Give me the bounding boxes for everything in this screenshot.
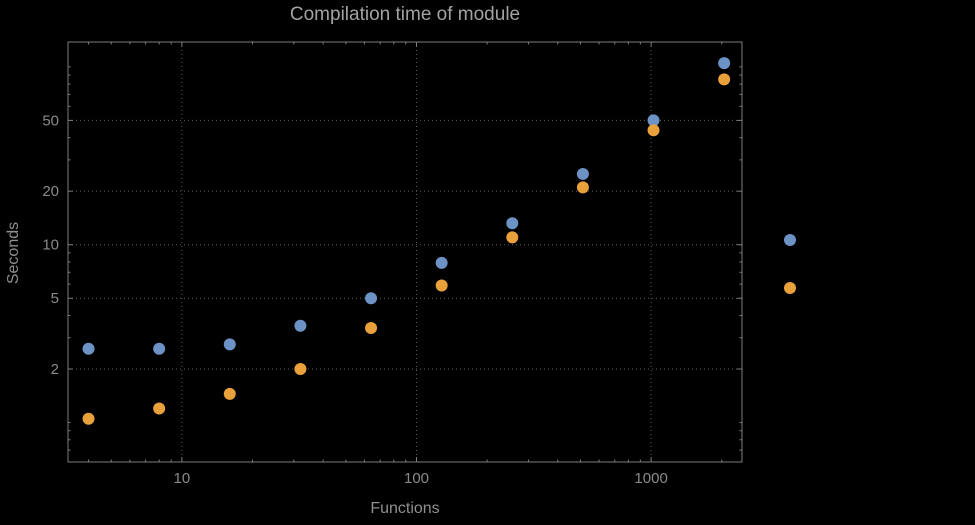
plot-frame	[67, 41, 743, 463]
data-point-series-1-blue	[435, 256, 448, 269]
y-tick-label: 10	[42, 237, 59, 254]
data-point-series-1-blue	[223, 338, 236, 351]
legend-marker-1	[784, 234, 796, 246]
data-point-series-2-orange	[506, 231, 519, 244]
x-tick-label: 1000	[634, 470, 667, 487]
x-tick-label: 100	[404, 470, 429, 487]
data-point-series-2-orange	[576, 181, 589, 194]
data-point-series-1-blue	[294, 319, 307, 332]
data-point-series-1-blue	[576, 167, 589, 180]
data-point-series-1-blue	[718, 57, 731, 70]
data-point-series-2-orange	[223, 387, 236, 400]
data-point-series-1-blue	[82, 342, 95, 355]
data-point-series-2-orange	[294, 363, 307, 376]
data-point-series-1-blue	[647, 114, 660, 127]
data-point-series-2-orange	[365, 322, 378, 335]
data-point-series-2-orange	[647, 124, 660, 137]
data-point-series-1-blue	[153, 342, 166, 355]
chart-title: Compilation time of module	[289, 4, 521, 25]
data-point-series-2-orange	[82, 412, 95, 425]
y-tick-label: 50	[42, 112, 59, 129]
data-point-series-2-orange	[718, 73, 731, 86]
data-point-series-1-blue	[365, 292, 378, 305]
y-tick-label: 20	[42, 183, 59, 200]
legend-marker-2	[784, 282, 796, 294]
x-tick-label: 10	[174, 470, 191, 487]
y-tick-label: 5	[51, 290, 59, 307]
data-point-series-2-orange	[153, 402, 166, 415]
x-axis-label: Functions	[370, 500, 440, 517]
y-tick-label: 2	[51, 361, 59, 378]
data-point-series-2-orange	[435, 279, 448, 292]
data-point-series-1-blue	[506, 217, 519, 230]
